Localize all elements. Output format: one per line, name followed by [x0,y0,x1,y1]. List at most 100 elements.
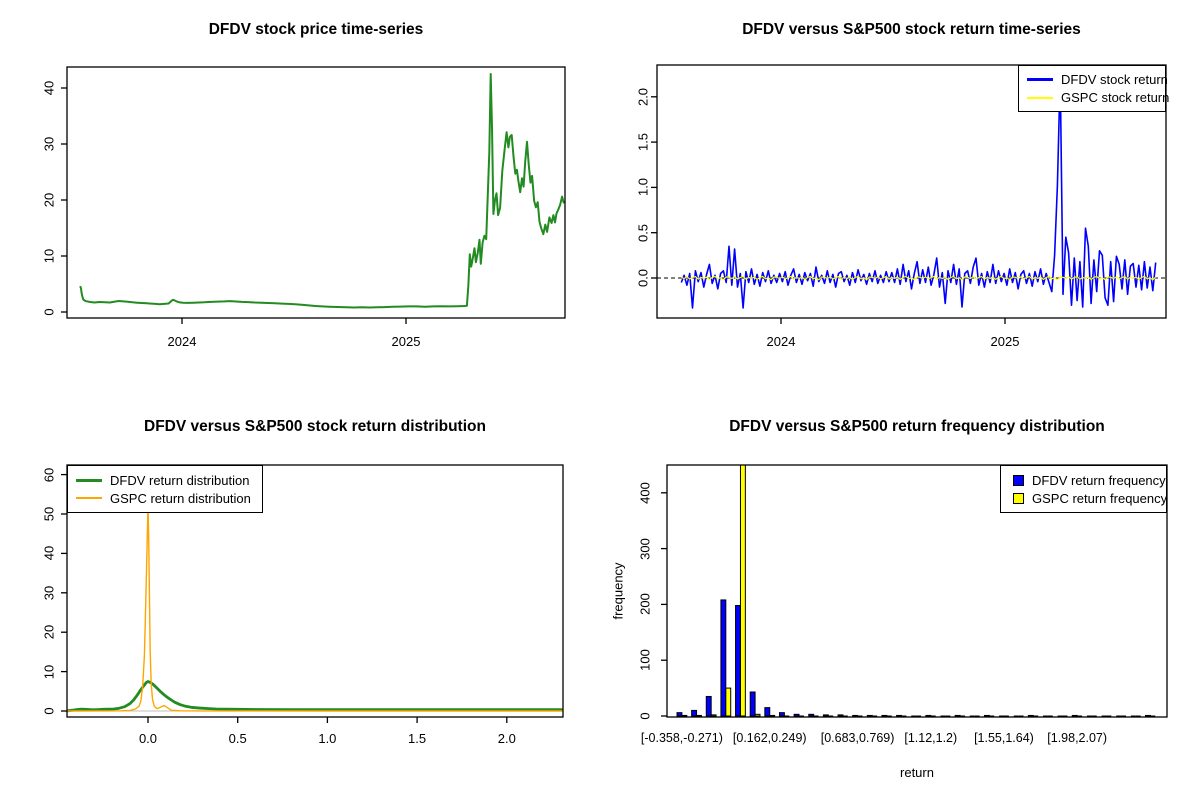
density-ytick-label-3: 30 [41,585,57,601]
returns-ytick-label-2: 1.0 [635,178,651,197]
returns-ytick-label-4: 2.0 [635,87,651,106]
hist-bar [866,714,873,717]
legend-entry: DFDV stock return [1027,72,1168,87]
returns-ytick-label-0: 0.0 [635,268,651,288]
density-xtick-label-4: 2.0 [497,731,516,746]
returns-plot-area [657,73,1166,309]
hist-bar [778,712,785,717]
hist-bar [837,714,844,717]
hist-bar [1027,714,1034,717]
hist-frame [666,464,1168,718]
legend-entry: GSPC return frequency [1009,491,1167,506]
hist-bin-label-0: [-0.358,-0.271) [640,731,723,745]
legend-label: GSPC return frequency [1032,490,1168,506]
title-density-chart: DFDV versus S&P500 stock return distribu… [144,418,486,435]
legend-label: GSPC return distribution [110,490,251,506]
hist-bar [852,714,859,717]
hist-bin-label-3: [1.12,1.2) [904,731,958,745]
orange-line-sample [76,497,102,499]
price-plot-area [79,73,565,309]
green-line-sample [76,478,102,482]
returns-frame [656,64,1167,319]
price-ytick-label-2: 20 [41,192,57,208]
hist-bin-label-5: [1.98,2.07) [1047,731,1108,745]
hist-bar [769,714,776,717]
returns-xtick-label-1: 2025 [990,334,1020,349]
density-ytick-label-5: 50 [41,506,57,522]
density-ytick-label-4: 40 [41,546,57,561]
hist-bar [793,713,800,717]
hist-ytick-label-2: 200 [637,593,653,616]
density-plot-area [67,505,563,713]
returns-series-line-1 [681,275,1157,281]
legend-label: DFDV return distribution [110,472,250,488]
legend-label: DFDV return frequency [1032,472,1166,488]
density-series-line-0 [67,680,563,713]
density-ytick-label-1: 10 [41,664,57,679]
price-xtick-label-0: 2024 [167,334,197,349]
returns-ytick-label-1: 0.5 [635,223,651,242]
legend-hist: DFDV return frequency GSPC return freque… [1000,465,1167,513]
hist-bar [720,599,727,717]
hist-bar [983,714,990,717]
returns-ytick-label-3: 1.5 [635,133,651,152]
hist-bar [954,714,961,717]
hist-ytick-label-4: 400 [637,481,653,504]
yellow-square-sample [1013,492,1024,504]
density-xtick-label-2: 1.0 [318,731,337,746]
legend-label: DFDV stock return [1061,72,1168,87]
density-xtick-label-0: 0.0 [138,731,158,746]
yellow-line-sample [1027,96,1053,99]
legend-returns: DFDV stock return GSPC stock return [1018,65,1169,112]
returns-xtick-label-0: 2024 [766,334,796,349]
hist-y-axis-label: frequency [610,562,626,620]
hist-bar [681,714,688,717]
hist-bar [735,605,741,717]
title-hist-chart: DFDV versus S&P500 return frequency dist… [729,418,1105,435]
hist-bar [676,712,683,717]
hist-bar [925,714,932,717]
blue-line-sample [1027,78,1053,81]
hist-bar [691,709,698,717]
price-ytick-label-1: 10 [41,248,57,264]
density-xtick-label-1: 0.5 [228,731,247,746]
legend-label: GSPC stock return [1061,90,1170,105]
hist-bar [754,713,761,717]
hist-bar [1071,714,1078,717]
hist-bin-label-1: [0.162,0.249) [732,731,807,745]
hist-bar [896,714,902,717]
hist-bar [705,695,712,717]
hist-bar [696,714,702,717]
legend-entry: GSPC stock return [1027,90,1169,105]
price-series-line-0 [79,73,565,309]
hist-bar [710,714,717,717]
price-ytick-label-3: 30 [41,136,57,152]
hist-plot-area [676,465,1156,717]
legend-entry: DFDV return frequency [1009,473,1166,488]
hist-ytick-label-0: 0 [637,712,653,720]
density-frame [66,464,564,718]
hist-bar [739,465,746,717]
hist-ytick-label-1: 100 [637,649,653,672]
price-ytick-label-4: 40 [41,80,57,96]
title-price-chart: DFDV stock price time-series [208,21,424,38]
price-ytick-label-0: 0 [41,308,57,316]
returns-series-line-0 [680,73,1157,309]
legend-entry: GSPC return distribution [76,491,254,506]
hist-bar [764,707,771,717]
hist-bar [808,713,815,717]
hist-bin-label-2: [0.683,0.769) [820,731,895,745]
hist-bar [822,714,829,717]
density-ytick-label-2: 20 [41,624,57,640]
legend-density: DFDV return distribution GSPC return dis… [67,465,263,513]
blue-square-sample [1013,474,1024,486]
hist-bar [881,714,888,717]
price-xtick-label-1: 2025 [391,334,421,349]
hist-bin-label-4: [1.55,1.64) [974,731,1034,745]
density-series-line-1 [67,505,563,712]
hist-bar [1144,714,1151,717]
density-ytick-label-6: 60 [41,467,57,482]
hist-x-axis-label: return [900,765,934,780]
hist-ytick-label-3: 300 [637,537,653,560]
